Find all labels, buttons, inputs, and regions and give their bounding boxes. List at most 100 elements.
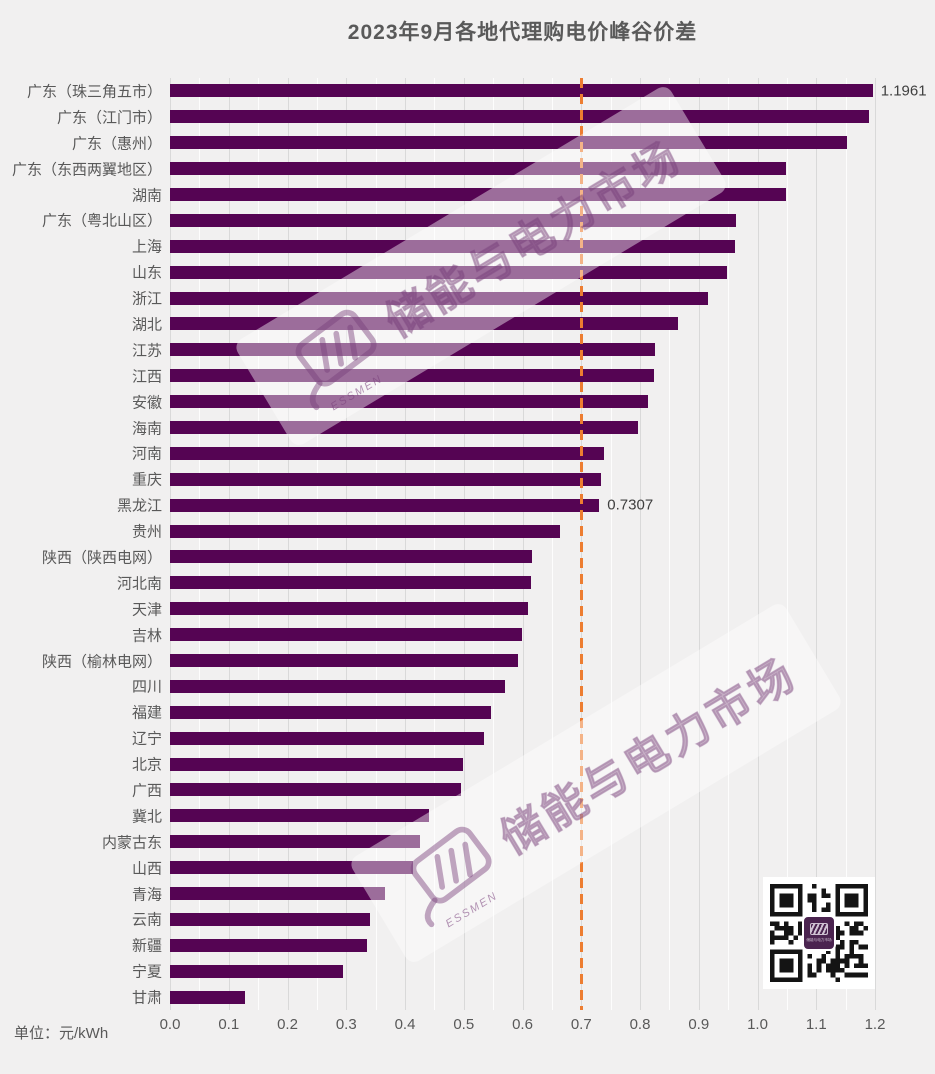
gridline-minor [258,78,260,1010]
gridline-minor [493,78,495,1010]
bar [170,887,386,900]
category-label: 吉林 [131,627,162,645]
category-label: 四川 [131,678,162,696]
bar [170,757,463,771]
gridline [757,78,759,1010]
plot-area: 0.0 0.1 0.2 0.3 0.4 0.5 0.6 0.7 0.8 0.9 1.0 1.1 1.2 1… [160,78,927,1033]
x-tick-label: 1.1 [805,1016,827,1033]
bar [170,291,708,305]
gridline [170,78,171,1010]
gridline [698,78,700,1010]
x-tick-label: 1.0 [747,1016,768,1033]
bar [170,188,786,201]
bar [170,162,787,176]
gridline-minor [610,78,612,1010]
category-label: 新疆 [131,937,162,955]
category-label: 重庆 [131,471,162,489]
bar [170,835,420,849]
bar [170,265,727,279]
bar [170,472,601,486]
category-label: 广西 [131,782,162,800]
bar [170,628,522,642]
x-tick-label: 0.9 [688,1016,710,1033]
gridline [463,78,465,1010]
category-label: 湖南 [131,187,162,204]
bar [170,705,492,719]
gridline [346,78,348,1010]
gridline-minor [786,78,788,1010]
bar [170,369,654,383]
x-tick-label: 0.1 [218,1016,240,1033]
category-label: 山西 [131,860,162,878]
gridline-minor [375,78,377,1010]
bar [170,679,505,693]
bar [170,446,604,460]
value-label: 0.7307 [607,496,654,514]
bar [170,550,533,564]
bar [170,84,873,98]
reference-line [579,78,583,1010]
category-label: 宁夏 [131,963,162,981]
category-label: 青海 [131,886,162,903]
bar [170,110,869,124]
category-label: 陕西（榆林电网） [41,653,162,670]
gridline-minor [845,78,847,1010]
category-label: 北京 [131,756,162,774]
x-tick-label: 0.5 [453,1016,475,1033]
category-label: 安徽 [131,394,162,412]
bar [170,602,529,616]
category-label: 陕西（陕西电网） [41,549,162,567]
category-label: 江苏 [131,342,162,360]
bar [170,731,484,745]
bar [170,809,429,823]
gridline-minor [434,78,436,1010]
x-tick-label: 0.3 [335,1016,357,1033]
x-tick-label: 0.8 [629,1016,651,1033]
x-tick-label: 0.0 [159,1016,181,1033]
category-label: 广东（珠三角五市） [26,83,162,101]
bar [170,395,648,409]
x-tick-label: 0.7 [570,1016,592,1033]
gridline [228,78,230,1010]
bar [170,317,678,331]
bar [170,421,639,434]
qr-center-logo-icon: 储能与电力市场 [802,915,836,951]
gridline-minor [669,78,671,1010]
bar [170,964,343,978]
category-label: 河南 [131,445,162,463]
gridline-minor [199,78,201,1010]
category-label: 贵州 [131,523,162,541]
category-label: 广东（江门市） [56,109,162,127]
gridline-minor [551,78,553,1010]
category-label: 广东（惠州） [71,135,162,153]
category-label: 江西 [131,368,162,386]
category-label: 天津 [131,601,162,619]
category-label: 海南 [131,420,162,437]
qr-code: 储能与电力市场 [763,877,875,989]
category-label: 上海 [131,238,162,256]
qr-logo-text: 储能与电力市场 [806,937,832,942]
bar [170,524,561,538]
bar [170,498,600,512]
bar [170,239,735,253]
bar [170,990,246,1004]
gridline-minor [728,78,730,1010]
category-label: 冀北 [131,808,162,826]
gridline [405,78,406,1010]
value-label: 1.1961 [880,82,927,100]
category-label: 甘肃 [131,989,162,1007]
category-label: 福建 [131,704,162,722]
bar [170,576,531,590]
category-label: 浙江 [131,290,162,308]
x-tick-label: 0.6 [512,1016,533,1033]
bar [170,783,461,797]
battery-glyph-icon [810,923,828,935]
bar [170,912,371,926]
category-axis: 广东（珠三角五市） 广东（江门市） 广东（惠州） 广东（东西两翼地区） 湖南 广东（粤北山… [0,78,162,1010]
category-label: 山东 [131,264,162,282]
bar [170,861,413,875]
gridline [875,78,876,1010]
category-label: 广东（粤北山区） [41,212,162,230]
unit-label: 单位：元/kWh [14,1025,109,1042]
bar [170,938,367,952]
